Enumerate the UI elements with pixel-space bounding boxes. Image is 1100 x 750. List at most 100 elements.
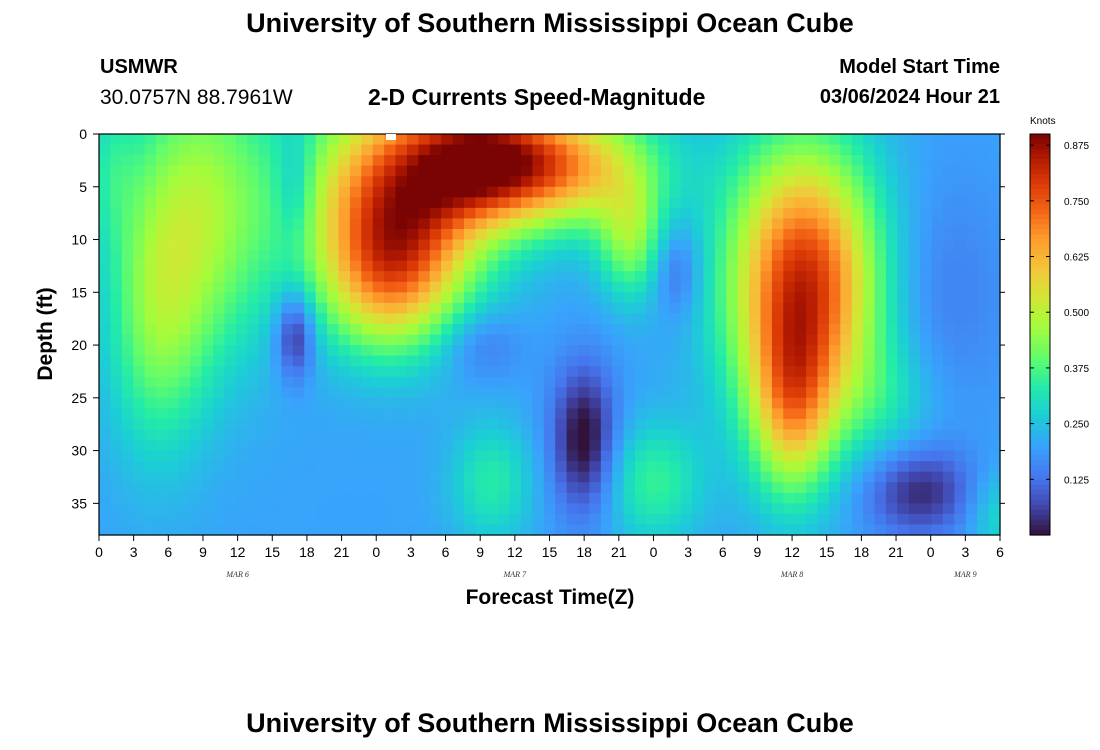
heatmap-cell (144, 302, 157, 314)
heatmap-cell (235, 134, 248, 146)
heatmap-cell (395, 260, 408, 272)
colorbar-cell (1030, 294, 1050, 301)
heatmap-cell (258, 397, 271, 409)
heatmap-cell (99, 155, 112, 167)
heatmap-cell (110, 176, 123, 188)
heatmap-cell (99, 260, 112, 272)
heatmap-cell (600, 503, 613, 515)
heatmap-cell (327, 228, 340, 241)
heatmap-cell (589, 461, 602, 473)
heatmap-cell (840, 429, 853, 441)
heatmap-cell (327, 450, 340, 462)
heatmap-cell (623, 376, 636, 388)
heatmap-cell (885, 513, 898, 526)
heatmap-cell (885, 281, 898, 293)
heatmap-cell (692, 334, 705, 346)
heatmap-cell (817, 260, 830, 272)
heatmap-cell (942, 313, 955, 325)
heatmap-cell (954, 239, 967, 251)
heatmap-cell (372, 260, 385, 272)
heatmap-cell (395, 197, 408, 209)
heatmap-cell (612, 461, 625, 473)
heatmap-cell (543, 503, 556, 515)
heatmap-cell (520, 165, 533, 177)
heatmap-cell (543, 492, 556, 504)
heatmap-cell (578, 355, 591, 367)
heatmap-cell (703, 292, 716, 304)
heatmap-cell (315, 207, 328, 220)
heatmap-cell (566, 323, 579, 336)
heatmap-cell (190, 345, 203, 357)
heatmap-cell (600, 334, 613, 346)
heatmap-cell (578, 513, 591, 526)
heatmap-cell (543, 429, 556, 441)
heatmap-cell (235, 292, 248, 304)
heatmap-cell (692, 471, 705, 483)
heatmap-cell (167, 197, 180, 209)
heatmap-cell (498, 186, 511, 198)
x-tick-label: 9 (754, 544, 762, 560)
heatmap-cell (509, 165, 522, 177)
heatmap-cell (817, 513, 830, 526)
heatmap-cell (475, 503, 488, 515)
heatmap-cell (144, 218, 157, 230)
x-tick-label: 6 (719, 544, 727, 560)
heatmap-cell (99, 228, 112, 241)
heatmap-cell (726, 387, 739, 399)
heatmap-cell (635, 228, 648, 241)
heatmap-cell (840, 281, 853, 293)
heatmap-cell (635, 355, 648, 367)
heatmap-cell (828, 176, 841, 188)
heatmap-cell (258, 144, 271, 156)
heatmap-cell (281, 471, 294, 483)
heatmap-cell (384, 418, 397, 431)
heatmap-cell (657, 176, 670, 188)
heatmap-cell (692, 271, 705, 283)
heatmap-cell (361, 271, 374, 283)
heatmap-cell (669, 387, 682, 399)
heatmap-cell (509, 176, 522, 188)
heatmap-cell (680, 492, 693, 504)
heatmap-cell (578, 408, 591, 420)
heatmap-cell (520, 524, 533, 536)
heatmap-cell (965, 144, 978, 156)
heatmap-cell (920, 302, 933, 314)
heatmap-cell (646, 461, 659, 473)
heatmap-cell (954, 207, 967, 220)
heatmap-cell (156, 250, 169, 262)
heatmap-cell (612, 165, 625, 177)
heatmap-cell (384, 218, 397, 230)
heatmap-cell (749, 144, 762, 156)
heatmap-cell (885, 218, 898, 230)
heatmap-cell (840, 387, 853, 399)
heatmap-cell (224, 503, 237, 515)
heatmap-cell (475, 440, 488, 452)
heatmap-cell (760, 260, 773, 272)
heatmap-cell (361, 461, 374, 473)
heatmap-cell (509, 366, 522, 378)
day-label: MAR 8 (780, 570, 803, 579)
heatmap-cell (908, 418, 921, 431)
heatmap-cell (920, 387, 933, 399)
heatmap-cell (897, 260, 910, 272)
heatmap-cell (156, 155, 169, 167)
heatmap-cell (144, 503, 157, 515)
heatmap-cell (144, 260, 157, 272)
heatmap-cell (315, 418, 328, 431)
heatmap-cell (156, 281, 169, 293)
heatmap-cell (235, 186, 248, 198)
heatmap-cell (737, 461, 750, 473)
heatmap-cell (543, 271, 556, 283)
heatmap-cell (133, 471, 146, 483)
heatmap-cell (920, 513, 933, 526)
heatmap-cell (395, 239, 408, 251)
heatmap-cell (361, 408, 374, 420)
heatmap-cell (475, 239, 488, 251)
heatmap-cell (486, 513, 499, 526)
heatmap-cell (760, 302, 773, 314)
heatmap-cell (612, 345, 625, 357)
heatmap-cell (669, 524, 682, 536)
heatmap-cell (156, 302, 169, 314)
heatmap-cell (703, 376, 716, 388)
heatmap-cell (258, 239, 271, 251)
